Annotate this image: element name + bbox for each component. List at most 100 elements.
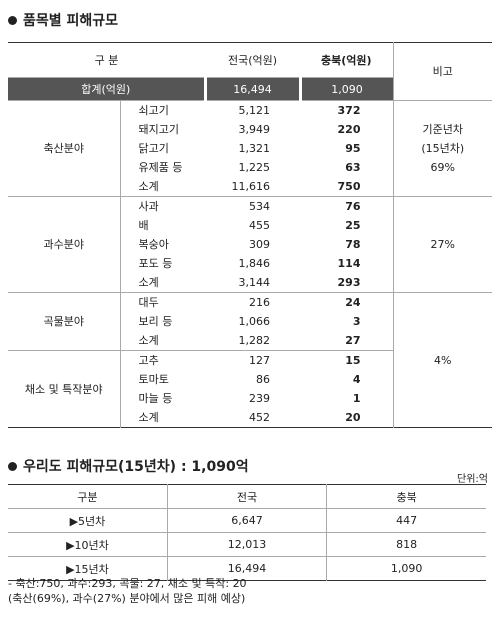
national-cell: 11,616 <box>231 180 271 193</box>
national-cell: 455 <box>249 219 270 232</box>
region-table: 구분 전국 충북 ▶5년차 6,647 447 ▶10년차 12,013 818 ▶15년차 16,… <box>8 484 486 581</box>
chungbuk-cell: 78 <box>345 238 361 251</box>
total-cell: 합계(억원) <box>8 77 205 101</box>
data-row: 마늘 등 239 1 <box>8 389 492 408</box>
item-cell: 포도 등 <box>138 257 173 270</box>
cell: 6,647 <box>166 508 327 533</box>
cell: 818 <box>326 532 486 557</box>
note-line: 27% <box>430 238 455 251</box>
data-row: 포도 등 1,846 114 <box>8 254 492 273</box>
national-cell: 127 <box>205 350 300 370</box>
cell: ▶15년차 <box>8 556 168 581</box>
data-row: 소계 452 20 <box>8 408 492 428</box>
chungbuk-cell: 4 <box>352 373 361 386</box>
note-line: 기준년차 <box>422 123 463 136</box>
cell: 447 <box>326 508 486 533</box>
header-row: 구분 전국 충북 <box>8 484 486 509</box>
data-row: 소계 1,282 27 <box>8 331 492 351</box>
item-cell: 쇠고기 <box>120 100 205 120</box>
data-row: 돼지고기 3,949 220 <box>8 120 492 139</box>
title-text: 품목별 피해규모 <box>23 13 119 29</box>
header-cell: 비고 <box>392 42 492 101</box>
chungbuk-cell: 750 <box>337 180 361 193</box>
data-row: 채소 및 특작분야 고추 127 15 <box>8 350 492 428</box>
chungbuk-cell: 1 <box>352 392 361 405</box>
chungbuk-cell: 95 <box>345 142 361 155</box>
note-line: 4% <box>434 353 452 367</box>
data-row: 복숭아 309 78 <box>8 235 492 254</box>
item-cell: 소계 <box>138 334 159 347</box>
data-row: 닭고기 1,321 95 <box>8 139 492 158</box>
data-row: ▶10년차 12,013 818 <box>8 532 486 557</box>
cell: ▶5년차 <box>8 508 168 533</box>
data-row: ▶15년차 16,494 1,090 <box>8 556 486 581</box>
item-cell: 고추 <box>120 350 205 370</box>
data-row: 곡물분야 대두 216 24 4% <box>8 292 492 428</box>
item-cell: 마늘 등 <box>138 392 173 405</box>
chungbuk-cell: 372 <box>300 100 393 120</box>
item-cell: 소계 <box>138 411 159 424</box>
cell: 12,013 <box>166 532 327 557</box>
national-cell: 239 <box>249 392 270 405</box>
damage-table: 구 분 전국(억원) 충북(억원) 비고 합계(억원) 16,494 1,090 축산분야 쇠고… <box>8 42 492 428</box>
note-line: (15년차) <box>421 142 465 155</box>
national-cell: 216 <box>205 292 300 312</box>
group-cell: 과수분야 <box>8 196 121 293</box>
chungbuk-cell: 27 <box>345 334 361 347</box>
national-cell: 309 <box>249 238 270 251</box>
item-cell: 배 <box>138 219 149 232</box>
item-cell: 대두 <box>120 292 205 312</box>
national-cell: 5,121 <box>205 100 300 120</box>
note-cell: 27% <box>392 196 492 293</box>
note-line: (축산(69%), 과수(27%) 분야에서 많은 피해 예상) <box>8 592 246 605</box>
total-cell: 1,090 <box>298 77 393 101</box>
header-row: 구 분 전국(억원) 충북(억원) 비고 <box>8 42 492 101</box>
section-title: 품목별 피해규모 <box>8 10 118 30</box>
header-cell: 구분 <box>77 490 98 504</box>
national-cell: 452 <box>249 411 270 424</box>
national-cell: 86 <box>256 373 270 386</box>
header-cell: 충북(억원) <box>300 42 393 78</box>
data-row: 소계 3,144 293 <box>8 273 492 293</box>
title-text: 우리도 피해규모(15년차) : 1,090억 <box>23 459 249 475</box>
cell: 1,090 <box>326 556 486 581</box>
item-cell: 소계 <box>138 180 159 193</box>
national-cell: 1,282 <box>238 334 271 347</box>
national-cell: 1,321 <box>238 142 271 155</box>
total-cell: 16,494 <box>203 77 300 101</box>
header-cell: 구 분 <box>8 42 205 78</box>
note-line: - 축산:750, 과수:293, 곡물: 27, 채소 및 특작: 20 <box>8 577 247 590</box>
header-cell: 전국 <box>166 484 327 509</box>
data-row: ▶5년차 6,647 447 <box>8 508 486 533</box>
data-row: 보리 등 1,066 3 <box>8 312 492 331</box>
chungbuk-cell: 220 <box>337 123 361 136</box>
chungbuk-cell: 15 <box>300 350 393 370</box>
chungbuk-cell: 63 <box>345 161 361 174</box>
bullet <box>8 461 17 471</box>
item-cell: 유제품 등 <box>138 161 183 174</box>
chungbuk-cell: 293 <box>337 276 361 289</box>
item-cell: 돼지고기 <box>138 123 179 136</box>
cell: 16,494 <box>166 556 327 581</box>
data-row: 축산분야 쇠고기 5,121 372 기준년차 (15년차) 69% <box>8 100 492 197</box>
data-row: 배 455 25 <box>8 216 492 235</box>
note-line: 69% <box>430 161 455 174</box>
national-cell: 1,846 <box>238 257 271 270</box>
national-cell: 1,225 <box>238 161 271 174</box>
footnotes: - 축산:750, 과수:293, 곡물: 27, 채소 및 특작: 20 (축산… <box>8 576 247 606</box>
chungbuk-cell: 76 <box>300 196 393 216</box>
data-row: 소계 11,616 750 <box>8 177 492 197</box>
national-cell: 1,066 <box>238 315 271 328</box>
chungbuk-cell: 24 <box>300 292 393 312</box>
header-cell: 충북 <box>326 484 486 509</box>
cell: ▶10년차 <box>8 532 168 557</box>
section-title: 우리도 피해규모(15년차) : 1,090억 <box>8 456 249 476</box>
item-cell: 보리 등 <box>138 315 173 328</box>
total-row: 합계(억원) 16,494 1,090 <box>8 77 492 101</box>
group-cell: 곡물분야 <box>8 292 121 351</box>
note-cell: 4% <box>392 292 492 428</box>
chungbuk-cell: 20 <box>345 411 361 424</box>
group-cell: 채소 및 특작분야 <box>8 350 121 428</box>
